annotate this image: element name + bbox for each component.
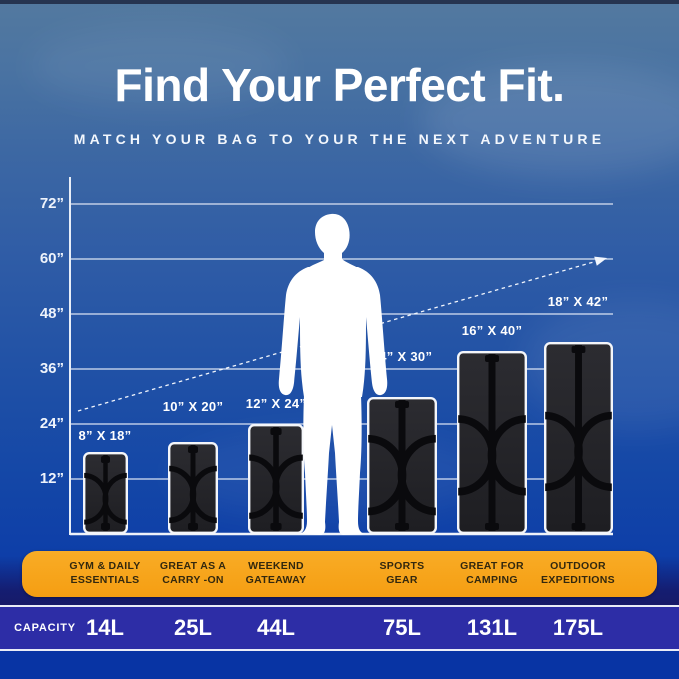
category-banner: GYM & DAILY ESSENTIALS GREAT AS A CARRY -ON… — [22, 551, 657, 597]
category-label: WEEKEND GATEAWAY — [245, 560, 307, 586]
capacity-value: 25L — [174, 615, 212, 640]
category-label: OUTDOOR EXPEDITIONS — [541, 560, 615, 586]
bag-size-label: 14” X 30” — [371, 349, 433, 364]
y-tick-label: 24” — [39, 415, 64, 432]
category-label: GREAT FOR CAMPING — [460, 560, 524, 586]
y-tick-label: 72” — [39, 195, 64, 213]
capacity-label: CAPACITY — [14, 622, 76, 634]
bag-graphic — [457, 351, 527, 534]
capacity-value: 175L — [552, 615, 604, 640]
cloud — [420, 66, 679, 176]
bag-size-label: 10” X 20” — [162, 399, 224, 414]
capacity-value: 14L — [86, 615, 124, 640]
y-tick-label: 36” — [39, 360, 64, 377]
category-label: GREAT AS A CARRY -ON — [159, 560, 227, 586]
category-label: SPORTS GEAR — [379, 560, 425, 586]
capacity-value: 75L — [383, 615, 421, 640]
capacity-value: 131L — [466, 615, 518, 640]
bag-graphic — [367, 397, 437, 534]
bag-size-label: 8” X 18” — [78, 428, 132, 443]
bag-graphic — [82, 452, 128, 534]
man-silhouette — [278, 213, 388, 536]
page-title: Find Your Perfect Fit. — [114, 59, 565, 111]
bag-size-label: 16” X 40” — [461, 323, 523, 338]
y-tick-label: 48” — [39, 305, 64, 323]
bag-graphic — [168, 442, 218, 534]
bag-size-label: 12” X 24” — [245, 396, 307, 411]
category-label: GYM & DAILY ESSENTIALS — [69, 560, 141, 586]
y-tick-label: 12” — [39, 470, 64, 487]
footer-bar — [0, 651, 679, 679]
capacity-value: 44L — [257, 615, 295, 640]
bag-graphic — [248, 424, 304, 534]
cloud — [30, 26, 290, 106]
bag-size-label: 18” X 42” — [547, 294, 609, 309]
bag-graphic — [543, 342, 613, 534]
top-border-strip — [0, 0, 679, 4]
capacity-band: CAPACITY 14L 25L 44L 75L 131L 175L — [0, 605, 679, 651]
page-subtitle: MATCH YOUR BAG TO YOUR THE NEXT ADVENTUR… — [73, 131, 606, 147]
y-tick-label: 60” — [39, 250, 64, 268]
trend-arrow-icon — [77, 256, 607, 412]
